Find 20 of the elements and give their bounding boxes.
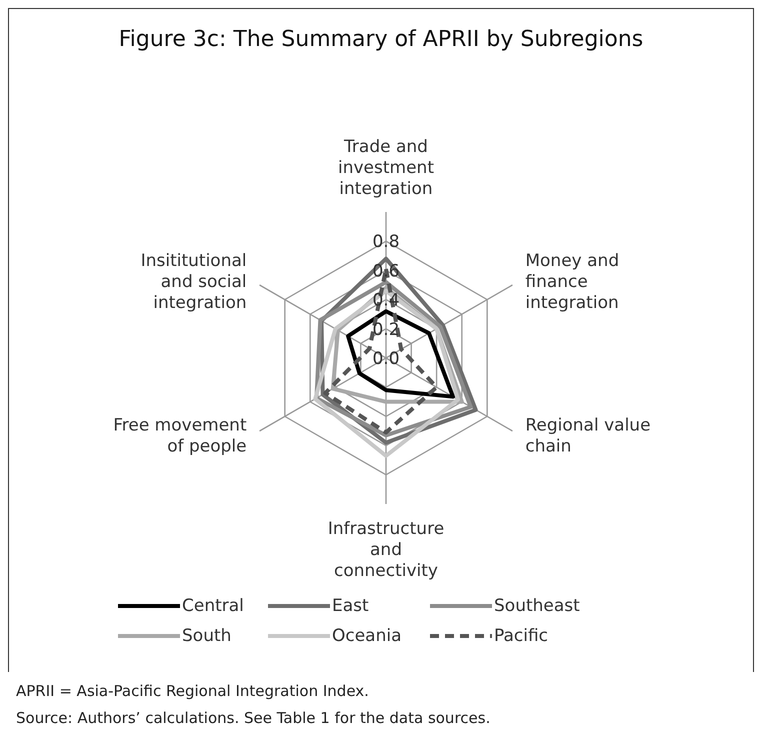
y-tick-label: 0.2 [372,320,400,340]
legend-label: Oceania [331,626,403,646]
text: APRII = Asia-Pacific Regional Integration Index. [16,681,370,702]
y-tick-label: 0.4 [372,290,400,311]
spoke-label: Regional value chain [525,416,651,456]
spoke-label: Trade and investment integration [338,137,434,199]
spoke-label: Insititutional and social integration [140,251,247,313]
spoke-label: Infrastructure and connectivity [328,519,444,581]
y-tick-label: 0.6 [372,261,400,282]
y-tick-label: 0.0 [372,349,400,369]
legend-label: South [181,626,232,646]
legend-label: Southeast [493,596,581,616]
source-note: Source: Authors’ calculations. See Table 1 for the data sources. [16,708,492,729]
legend-label: Central [181,596,245,616]
spoke-label: Free movement of people [113,416,247,456]
legend-label: Pacific [493,626,550,646]
legend-label: East [331,596,370,616]
spoke-label: Money and finance integration [525,251,620,313]
y-tick-label: 0.8 [372,232,400,252]
chart-title: Figure 3c: The Summary of APRII by Subregions [118,26,644,54]
